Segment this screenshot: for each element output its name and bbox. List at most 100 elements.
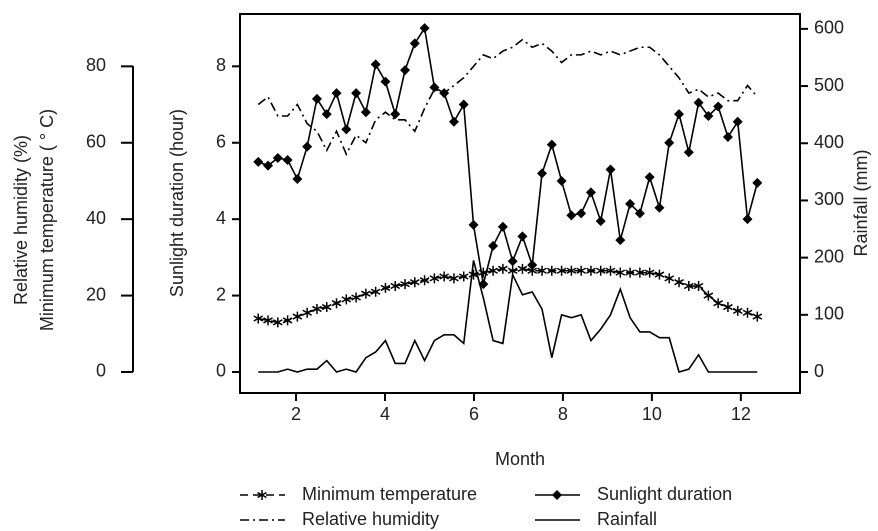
star-marker [498, 263, 508, 274]
star-marker [272, 317, 283, 328]
star-marker [380, 282, 391, 293]
star-marker [282, 315, 293, 326]
star-marker [341, 294, 352, 305]
diamond-marker [527, 260, 538, 271]
diamond-marker [644, 172, 655, 183]
star-marker [752, 311, 763, 322]
diamond-marker [468, 219, 479, 230]
y2-tick-label: 100 [814, 304, 844, 324]
star-marker [331, 298, 342, 309]
star-marker [370, 286, 381, 297]
star-marker [605, 265, 616, 276]
star-marker [654, 269, 665, 280]
diamond-marker [263, 160, 274, 171]
diamond-marker [664, 137, 675, 148]
star-marker [458, 271, 469, 282]
legend-label: Rainfall [597, 509, 657, 529]
diamond-marker [272, 153, 283, 164]
star-marker [723, 302, 733, 313]
star-marker [615, 267, 626, 278]
diamond-marker [517, 231, 528, 242]
star-marker [742, 307, 753, 318]
diamond-marker [605, 164, 616, 175]
star-marker [556, 265, 567, 276]
diamond-marker [507, 256, 518, 267]
star-marker [625, 267, 635, 278]
diamond-marker [576, 208, 587, 219]
star-marker [409, 277, 420, 288]
y2-axis-label: Rainfall (mm) [851, 149, 871, 256]
star-marker [586, 265, 596, 276]
star-marker [674, 277, 684, 288]
diamond-marker [380, 76, 391, 87]
diamond-marker [625, 198, 636, 209]
legend-marker [552, 490, 562, 500]
star-marker [449, 273, 459, 284]
y2-tick-label: 600 [814, 18, 844, 38]
star-marker [703, 290, 714, 301]
star-marker [292, 311, 303, 322]
diamond-marker [302, 141, 313, 152]
y3-tick-label: 60 [86, 132, 106, 152]
plot-frame [239, 13, 801, 394]
star-marker [390, 281, 401, 292]
star-marker [400, 279, 410, 290]
legend-label: Relative humidity [302, 509, 439, 529]
star-marker [537, 265, 547, 276]
diamond-marker [713, 101, 724, 112]
star-marker [595, 265, 606, 276]
diamond-marker [419, 23, 430, 34]
legend-label: Minimum temperature [302, 484, 477, 504]
y3-tick-label: 40 [86, 208, 106, 228]
y3-axis-label: Relative humidity (%) [11, 135, 31, 305]
y2-tick-label: 300 [814, 189, 844, 209]
diamond-marker [722, 132, 733, 143]
star-marker [263, 315, 273, 326]
star-marker [321, 302, 332, 313]
diamond-marker [556, 175, 567, 186]
x-axis-label: Month [495, 449, 545, 469]
y3-axis-label: Minimum temperature ( ° C) [37, 109, 57, 331]
y3-tick-label: 20 [86, 284, 106, 304]
star-marker [302, 307, 313, 318]
y3-tick-label: 80 [86, 55, 106, 75]
diamond-marker [429, 82, 440, 93]
star-marker [351, 292, 361, 303]
diamond-marker [585, 187, 596, 198]
star-marker [576, 265, 587, 276]
x-tick-label: 6 [469, 404, 479, 424]
star-marker [488, 265, 498, 276]
star-marker [361, 288, 371, 299]
x-tick-label: 10 [642, 404, 662, 424]
y2-tick-label: 0 [814, 361, 824, 381]
diamond-marker [683, 147, 694, 158]
diamond-marker [488, 240, 499, 251]
diamond-marker [693, 97, 704, 108]
diamond-marker [615, 235, 626, 246]
diamond-marker [253, 156, 264, 167]
diamond-marker [566, 210, 577, 221]
y-tick-label: 6 [216, 132, 226, 152]
star-marker [713, 298, 724, 309]
diamond-marker [458, 99, 469, 110]
star-marker [566, 265, 577, 276]
x-tick-label: 8 [558, 404, 568, 424]
y-axis-label: Sunlight duration (hour) [167, 109, 187, 297]
diamond-marker [537, 168, 548, 179]
diamond-marker [448, 116, 459, 127]
x-tick-label: 2 [291, 404, 301, 424]
y-tick-label: 8 [216, 55, 226, 75]
x-tick-label: 12 [731, 404, 751, 424]
diamond-marker [351, 88, 362, 99]
y2-tick-label: 200 [814, 246, 844, 266]
star-marker [693, 281, 704, 292]
legend-label: Sunlight duration [597, 484, 732, 504]
diamond-marker [497, 221, 508, 232]
diamond-marker [311, 93, 322, 104]
diamond-marker [634, 208, 645, 219]
diamond-marker [674, 109, 685, 120]
diamond-marker [546, 139, 557, 150]
star-marker [439, 271, 450, 282]
diamond-marker [703, 111, 714, 122]
